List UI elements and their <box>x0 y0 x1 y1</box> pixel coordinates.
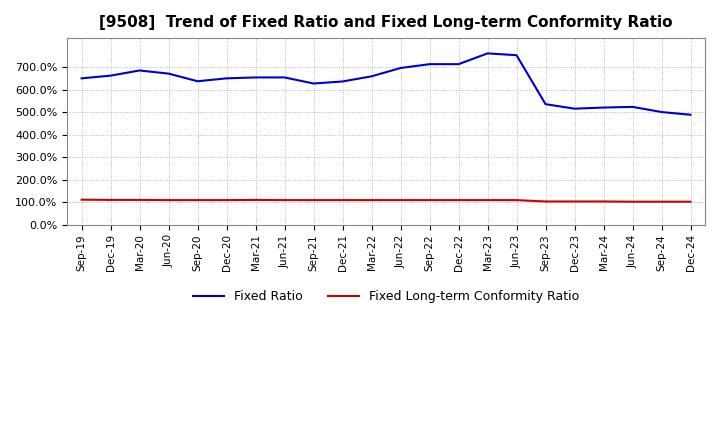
Fixed Ratio <box>309 81 318 86</box>
Fixed Long-term Conformity Ratio <box>367 198 376 203</box>
Fixed Long-term Conformity Ratio <box>396 198 405 203</box>
Fixed Ratio <box>657 110 666 115</box>
Fixed Ratio <box>483 51 492 56</box>
Line: Fixed Long-term Conformity Ratio: Fixed Long-term Conformity Ratio <box>81 200 690 202</box>
Fixed Ratio <box>77 76 86 81</box>
Fixed Ratio <box>251 75 260 80</box>
Fixed Ratio <box>280 75 289 80</box>
Fixed Ratio <box>541 102 550 107</box>
Fixed Long-term Conformity Ratio <box>686 199 695 204</box>
Fixed Long-term Conformity Ratio <box>164 198 173 203</box>
Fixed Ratio <box>628 104 636 110</box>
Fixed Ratio <box>599 105 608 110</box>
Fixed Ratio <box>396 66 405 71</box>
Fixed Ratio <box>135 68 144 73</box>
Fixed Long-term Conformity Ratio <box>454 198 463 203</box>
Fixed Long-term Conformity Ratio <box>280 198 289 203</box>
Fixed Ratio <box>107 73 115 78</box>
Fixed Long-term Conformity Ratio <box>628 199 636 204</box>
Fixed Long-term Conformity Ratio <box>193 198 202 203</box>
Fixed Long-term Conformity Ratio <box>77 197 86 202</box>
Fixed Ratio <box>222 76 231 81</box>
Fixed Ratio <box>338 79 347 84</box>
Fixed Long-term Conformity Ratio <box>657 199 666 204</box>
Fixed Long-term Conformity Ratio <box>107 197 115 202</box>
Fixed Ratio <box>686 112 695 117</box>
Fixed Long-term Conformity Ratio <box>483 198 492 203</box>
Fixed Long-term Conformity Ratio <box>309 198 318 203</box>
Fixed Ratio <box>426 62 434 67</box>
Fixed Ratio <box>193 79 202 84</box>
Fixed Ratio <box>512 52 521 58</box>
Fixed Long-term Conformity Ratio <box>512 198 521 203</box>
Fixed Long-term Conformity Ratio <box>570 199 579 204</box>
Fixed Long-term Conformity Ratio <box>135 197 144 202</box>
Fixed Long-term Conformity Ratio <box>599 199 608 204</box>
Fixed Long-term Conformity Ratio <box>222 198 231 203</box>
Fixed Ratio <box>367 73 376 79</box>
Fixed Ratio <box>454 62 463 67</box>
Fixed Long-term Conformity Ratio <box>251 197 260 202</box>
Fixed Long-term Conformity Ratio <box>338 198 347 203</box>
Fixed Ratio <box>164 71 173 76</box>
Fixed Long-term Conformity Ratio <box>541 199 550 204</box>
Line: Fixed Ratio: Fixed Ratio <box>81 53 690 115</box>
Fixed Long-term Conformity Ratio <box>426 198 434 203</box>
Title: [9508]  Trend of Fixed Ratio and Fixed Long-term Conformity Ratio: [9508] Trend of Fixed Ratio and Fixed Lo… <box>99 15 672 30</box>
Fixed Ratio <box>570 106 579 111</box>
Legend: Fixed Ratio, Fixed Long-term Conformity Ratio: Fixed Ratio, Fixed Long-term Conformity … <box>188 285 585 308</box>
